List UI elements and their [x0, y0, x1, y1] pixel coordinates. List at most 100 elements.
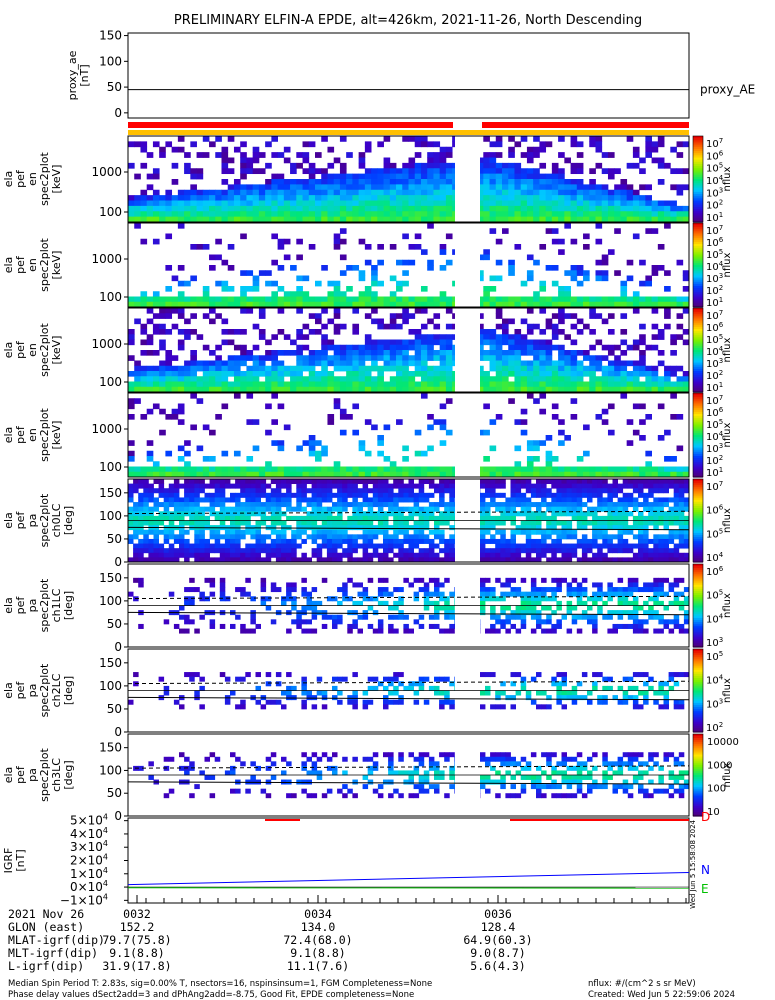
spectrogram-cell [495, 466, 503, 473]
spectrogram-cell [140, 371, 148, 377]
spectrogram-cell [607, 466, 615, 473]
spectrogram-cell [347, 538, 353, 544]
spectrogram-cell [270, 502, 277, 508]
spectrogram-cell [265, 365, 272, 372]
spectrogram-cell [148, 529, 154, 535]
spectrogram-cell [670, 381, 677, 388]
spectrogram-cell [570, 136, 578, 142]
spectrogram-cell [526, 200, 534, 207]
spectrogram-cell [571, 534, 578, 540]
spectrogram-cell [445, 216, 453, 223]
spectrogram-cell [607, 344, 615, 351]
spectrogram-cell [163, 488, 170, 494]
spectrogram-cell [377, 619, 384, 625]
spectrogram-cell [607, 488, 613, 494]
spectrogram-cell [128, 211, 135, 218]
spectrogram-cell [483, 157, 490, 164]
spectrogram-cell [227, 189, 235, 196]
spectrogram-cell [224, 534, 231, 540]
spectrogram-cell [240, 552, 246, 558]
spectrogram-cell [321, 614, 328, 620]
spectrogram-cell [377, 355, 384, 361]
colorbar-tick-exponent: 6 [719, 236, 724, 244]
spectrogram-cell [683, 538, 690, 544]
spectrogram-cell [140, 301, 148, 308]
spectrogram-cell [177, 344, 185, 351]
spectrogram-cell [551, 195, 559, 201]
spectrogram-cell [545, 456, 553, 462]
spectrogram-cell [153, 543, 159, 549]
spectrogram-cell [479, 525, 486, 531]
colorbar-segment [693, 163, 703, 167]
colorbar-segment [693, 407, 703, 411]
spectrogram-cell [221, 216, 229, 223]
spectrogram-cell [389, 339, 397, 346]
spectrogram-cell [673, 506, 680, 512]
spectrogram-cell [179, 538, 185, 544]
spectrogram-cell [551, 479, 557, 485]
spectrogram-cell [277, 360, 285, 367]
spectrogram-cell [589, 344, 596, 351]
spectrogram-cell [551, 313, 559, 319]
spectrogram-cell [658, 552, 664, 558]
spectrogram-cell [614, 205, 621, 212]
spectrogram-cell [308, 376, 316, 382]
spectrogram-cell [358, 152, 366, 158]
spectrogram-cell [352, 329, 360, 335]
spectrogram-cell [184, 450, 191, 457]
spectrogram-cell [520, 195, 528, 201]
spectrogram-cell [427, 179, 434, 185]
spectrogram-cell [433, 471, 441, 478]
spectrogram-cell [140, 205, 148, 212]
colorbar-segment [693, 347, 703, 351]
spectrogram-cell [408, 301, 416, 308]
spectrogram-cell [347, 520, 353, 526]
spectrogram-cell [595, 339, 603, 346]
spectrogram-cell [271, 365, 278, 372]
spectrogram-cell [648, 479, 654, 485]
spectrogram-cell [321, 466, 328, 473]
spectrogram-cell [260, 511, 267, 517]
spectrogram-cell [377, 435, 384, 441]
spectrogram-cell [265, 371, 272, 377]
spectrogram-cell [581, 614, 588, 620]
spectrogram-cell [372, 483, 379, 489]
spectrogram-cell [502, 381, 509, 388]
spectrogram-cell [558, 286, 565, 292]
spectrogram-cell [358, 371, 366, 377]
spectrogram-cell [402, 211, 409, 218]
spectrogram-cell [327, 179, 335, 185]
spectrogram-cell [670, 200, 677, 207]
spectrogram-cell [296, 350, 303, 356]
spectrogram-cell [545, 318, 553, 325]
spectrogram-cell [301, 538, 307, 544]
spectrogram-cell [668, 557, 675, 563]
spectrogram-cell [202, 286, 210, 292]
spectrogram-cell [265, 471, 272, 478]
spectrogram-cell [479, 587, 486, 593]
spectrogram-cell [445, 308, 453, 314]
spectrogram-cell [508, 466, 515, 473]
spectrogram-cell [383, 360, 391, 367]
spectrogram-cell [427, 200, 434, 207]
spectrogram-cell [556, 529, 562, 535]
spectrogram-cell [620, 291, 628, 297]
spectrogram-cell [199, 488, 205, 494]
spectrogram-cell [159, 365, 166, 372]
spectrogram-cell [653, 548, 659, 554]
spectrogram-cell [536, 587, 542, 593]
spectrogram-cell [576, 497, 583, 503]
spectrogram-cell [277, 265, 285, 271]
spectrogram-cell [479, 497, 486, 503]
spectrogram-cell [290, 350, 297, 356]
spectrogram-cell [240, 173, 247, 180]
spectrogram-cell [199, 548, 205, 554]
spectrogram-cell [252, 301, 260, 308]
spectrogram-cell [306, 497, 312, 503]
spectrogram-cell [576, 471, 584, 478]
spectrogram-cell [165, 360, 173, 367]
spectrogram-cell [576, 492, 583, 498]
spectrogram-cell [533, 216, 540, 223]
spectrogram-cell [271, 291, 278, 297]
spectrogram-cell [539, 189, 547, 196]
